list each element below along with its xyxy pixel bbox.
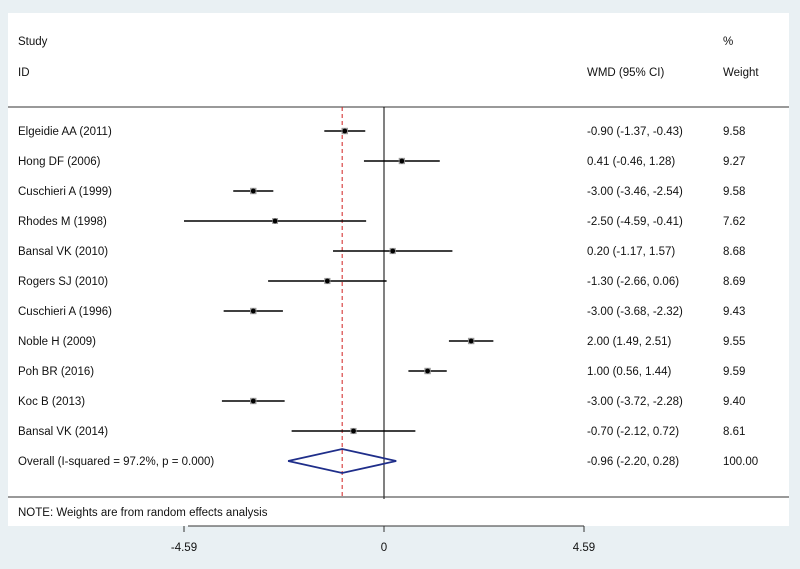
study-name: Hong DF (2006) — [18, 156, 101, 168]
overall-row: Overall (I-squared = 97.2%, p = 0.000) -0… — [18, 448, 758, 474]
study-ci-text: -2.50 (-4.59, -0.41) — [587, 216, 683, 228]
overall-ci-text: -0.96 (-2.20, 0.28) — [587, 456, 679, 468]
study-weight: 9.27 — [723, 156, 745, 168]
study-row: Cuschieri A (1999) -3.00 (-3.46, -2.54) 9.… — [18, 186, 745, 198]
footnote: NOTE: Weights are from random effects an… — [18, 507, 268, 519]
overall-diamond — [287, 448, 397, 474]
study-row: Elgeidie AA (2011) -0.90 (-1.37, -0.43) 9.… — [18, 126, 745, 138]
study-weight: 9.55 — [723, 336, 745, 348]
study-ci-text: 0.20 (-1.17, 1.57) — [587, 246, 675, 258]
study-weight: 7.62 — [723, 216, 745, 228]
study-row: Noble H (2009) 2.00 (1.49, 2.51) 9.55 — [18, 336, 745, 348]
study-weight: 8.69 — [723, 276, 745, 288]
study-weight: 9.59 — [723, 366, 745, 378]
x-tick-label: -4.59 — [171, 542, 197, 554]
study-name: Bansal VK (2014) — [18, 426, 108, 438]
x-tick-label: 4.59 — [573, 542, 595, 554]
x-axis: -4.59 0 4.59 — [171, 526, 595, 554]
header-weight-label: Weight — [723, 67, 759, 79]
study-ci-text: -0.70 (-2.12, 0.72) — [587, 426, 679, 438]
study-name: Cuschieri A (1999) — [18, 186, 112, 198]
study-row: Bansal VK (2010) 0.20 (-1.17, 1.57) 8.68 — [18, 246, 745, 258]
study-point-estimate — [324, 278, 330, 284]
study-row: Rogers SJ (2010) -1.30 (-2.66, 0.06) 8.69 — [18, 276, 745, 288]
study-weight: 9.58 — [723, 186, 745, 198]
header-effect-label: WMD (95% CI) — [587, 67, 664, 79]
study-name: Elgeidie AA (2011) — [18, 126, 112, 138]
x-tick-label: 0 — [381, 542, 387, 554]
header-percent-label: % — [723, 36, 733, 48]
study-weight: 9.40 — [723, 396, 745, 408]
overall-label: Overall (I-squared = 97.2%, p = 0.000) — [18, 456, 214, 468]
study-ci-text: -3.00 (-3.68, -2.32) — [587, 306, 683, 318]
study-row: Cuschieri A (1996) -3.00 (-3.68, -2.32) 9.… — [18, 306, 745, 318]
plot-region — [8, 13, 789, 526]
study-row: Koc B (2013) -3.00 (-3.72, -2.28) 9.40 — [18, 396, 745, 408]
study-weight: 8.61 — [723, 426, 745, 438]
study-point-estimate — [250, 188, 256, 194]
study-name: Bansal VK (2010) — [18, 246, 108, 258]
header-study-label: Study — [18, 36, 48, 48]
study-point-estimate — [272, 218, 278, 224]
study-ci-text: -3.00 (-3.46, -2.54) — [587, 186, 683, 198]
study-ci-text: -1.30 (-2.66, 0.06) — [587, 276, 679, 288]
study-ci-text: 2.00 (1.49, 2.51) — [587, 336, 672, 348]
study-point-estimate — [342, 128, 348, 134]
study-point-estimate — [351, 428, 356, 434]
study-ci-text: 0.41 (-0.46, 1.28) — [587, 156, 675, 168]
study-name: Rogers SJ (2010) — [18, 276, 108, 288]
study-name: Rhodes M (1998) — [18, 216, 107, 228]
study-name: Noble H (2009) — [18, 336, 96, 348]
study-row: Poh BR (2016) 1.00 (0.56, 1.44) 9.59 — [18, 366, 745, 378]
study-point-estimate — [399, 158, 405, 164]
study-ci-text: 1.00 (0.56, 1.44) — [587, 366, 672, 378]
study-point-estimate — [468, 338, 474, 344]
study-ci-text: -0.90 (-1.37, -0.43) — [587, 126, 683, 138]
study-row: Hong DF (2006) 0.41 (-0.46, 1.28) 9.27 — [18, 156, 745, 168]
study-name: Koc B (2013) — [18, 396, 85, 408]
study-name: Poh BR (2016) — [18, 366, 94, 378]
study-row: Rhodes M (1998) -2.50 (-4.59, -0.41) 7.62 — [18, 216, 745, 228]
overall-weight: 100.00 — [723, 456, 758, 468]
study-weight: 9.43 — [723, 306, 745, 318]
study-point-estimate — [250, 308, 256, 314]
study-name: Cuschieri A (1996) — [18, 306, 112, 318]
study-point-estimate — [390, 248, 396, 254]
study-row: Bansal VK (2014) -0.70 (-2.12, 0.72) 8.61 — [18, 426, 745, 438]
study-weight: 9.58 — [723, 126, 745, 138]
header-id-label: ID — [18, 67, 30, 79]
study-point-estimate — [250, 398, 256, 404]
rows-layer: Elgeidie AA (2011) -0.90 (-1.37, -0.43) 9.… — [8, 107, 789, 499]
study-weight: 8.68 — [723, 246, 745, 258]
study-ci-text: -3.00 (-3.72, -2.28) — [587, 396, 683, 408]
study-point-estimate — [425, 368, 430, 374]
